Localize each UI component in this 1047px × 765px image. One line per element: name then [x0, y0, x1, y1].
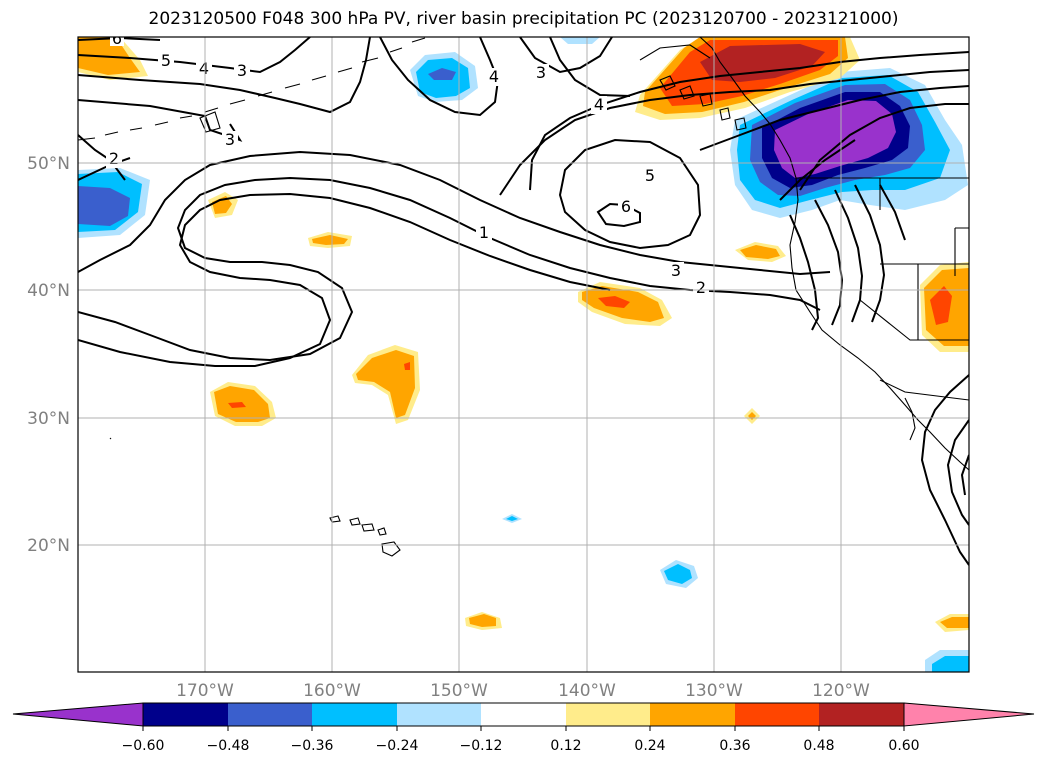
map-frame [77, 36, 970, 673]
contour-label: 3 [225, 130, 235, 149]
colorbar-bin [481, 703, 566, 726]
colorbar-tick-label: −0.60 [122, 738, 165, 754]
colorbar-bin [735, 703, 819, 726]
colorbar-extend-low [12, 702, 144, 727]
coastlines [78, 37, 969, 557]
lat-label-50n: 50°N [27, 154, 70, 174]
colorbar-bin [819, 703, 904, 726]
contour-label: 5 [161, 51, 171, 70]
latitude-labels: 20°N 30°N 40°N 50°N [27, 154, 70, 556]
lon-label-140w: 140°W [558, 681, 616, 701]
colorbar-bin [312, 703, 397, 726]
contour-label: 4 [199, 59, 209, 78]
lon-label-130w: 130°W [685, 681, 743, 701]
colorbar-tick-label: 0.48 [803, 738, 834, 754]
map-title: 2023120500 F048 300 hPa PV, river basin … [148, 9, 899, 29]
coastline-north-america [699, 37, 969, 471]
colorbar-tick-label: −0.48 [207, 738, 250, 754]
colorbar-tick-label: 0.12 [550, 738, 581, 754]
contour-label: 3 [237, 61, 247, 80]
coastline-aleutians [78, 37, 426, 141]
lon-label-160w: 160°W [303, 681, 361, 701]
contour-label: 3 [671, 261, 681, 280]
contour-label: 4 [489, 67, 499, 86]
contour-label: 2 [696, 278, 706, 297]
colorbar-bin [397, 703, 481, 726]
colorbar-tick-label: 0.60 [888, 738, 919, 754]
colorbar-bin [228, 703, 312, 726]
colorbar: −0.60 −0.48 −0.36 −0.24 −0.12 0.12 0.24 … [12, 702, 1035, 754]
lon-label-150w: 150°W [430, 681, 488, 701]
lon-label-120w: 120°W [812, 681, 870, 701]
colorbar-tick-label: −0.12 [460, 738, 503, 754]
contour-label: 2 [109, 149, 119, 168]
gridlines [78, 37, 969, 672]
pv-contours [78, 37, 969, 566]
contour-label: 3 [536, 63, 546, 82]
lat-label-20n: 20°N [27, 536, 70, 556]
political-borders [796, 177, 969, 401]
lat-label-30n: 30°N [27, 409, 70, 429]
longitude-labels: 170°W 160°W 150°W 140°W 130°W 120°W [176, 681, 870, 701]
colorbar-tick-label: 0.36 [719, 738, 750, 754]
lat-label-40n: 40°N [27, 281, 70, 301]
contour-label: 6 [621, 197, 631, 216]
colorbar-bin [566, 703, 650, 726]
colorbar-tick-label: −0.24 [376, 738, 419, 754]
coastline-hawaii [329, 515, 401, 557]
colorbar-tick-label: 0.24 [634, 738, 665, 754]
colorbar-bin [650, 703, 735, 726]
map-layers: 6 5 4 3 3 2 4 3 4 5 6 1 3 2 [78, 29, 969, 672]
contour-labels: 6 5 4 3 3 2 4 3 4 5 6 1 3 2 [106, 29, 709, 297]
colorbar-extend-high [903, 702, 1035, 727]
contour-label: 5 [645, 166, 655, 185]
colorbar-tick-label: −0.36 [291, 738, 334, 754]
contour-label: 6 [112, 29, 122, 48]
contour-label: 1 [479, 223, 489, 242]
contour-label: 4 [594, 95, 604, 114]
lon-label-170w: 170°W [176, 681, 234, 701]
colorbar-bin [143, 703, 228, 726]
